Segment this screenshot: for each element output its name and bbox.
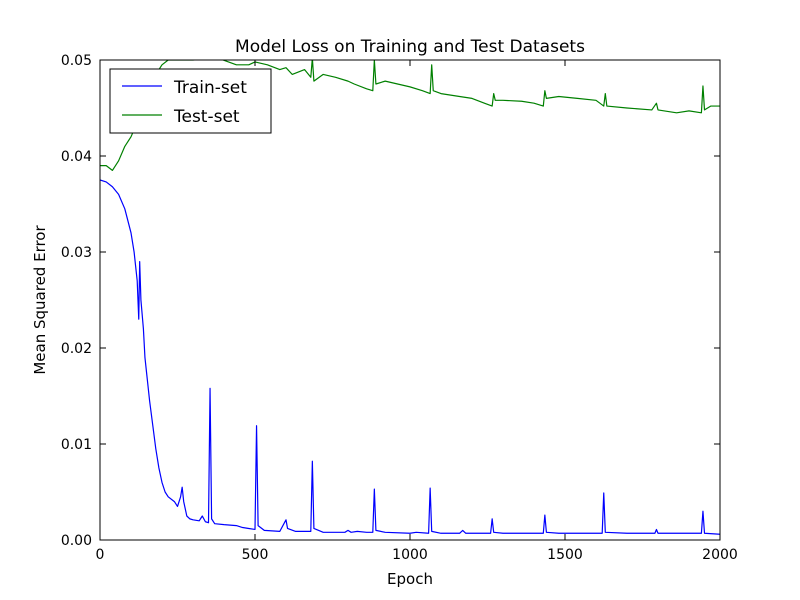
legend-box: [109, 68, 272, 134]
ticks-layer: 0 500 1000 1500 2000 0.00 0.01 0.02 0.03 0.04 0.05: [61, 53, 738, 563]
y-tick-label: 0.00: [61, 533, 92, 549]
series-line-test: [100, 60, 720, 171]
y-tick-label: 0.04: [61, 149, 92, 165]
y-axis-label: Mean Squared Error: [31, 225, 49, 375]
x-axis-label: Epoch: [387, 570, 433, 588]
legend-label-train: Train-set: [173, 78, 247, 98]
y-tick-label: 0.01: [61, 437, 92, 453]
legend: Train-set Test-set: [109, 68, 272, 134]
chart-title: Model Loss on Training and Test Datasets: [235, 37, 585, 57]
x-tick-label: 2000: [702, 547, 738, 563]
y-tick-label: 0.02: [61, 341, 92, 357]
x-tick-label: 1000: [392, 547, 428, 563]
y-tick-label: 0.03: [61, 245, 92, 261]
series-layer: [100, 60, 720, 535]
x-tick-label: 500: [242, 547, 269, 563]
series-line-train: [100, 179, 720, 535]
legend-label-test: Test-set: [173, 107, 240, 127]
x-tick-label: 1500: [547, 547, 583, 563]
y-tick-label: 0.05: [61, 53, 92, 69]
x-tick-label: 0: [96, 547, 105, 563]
